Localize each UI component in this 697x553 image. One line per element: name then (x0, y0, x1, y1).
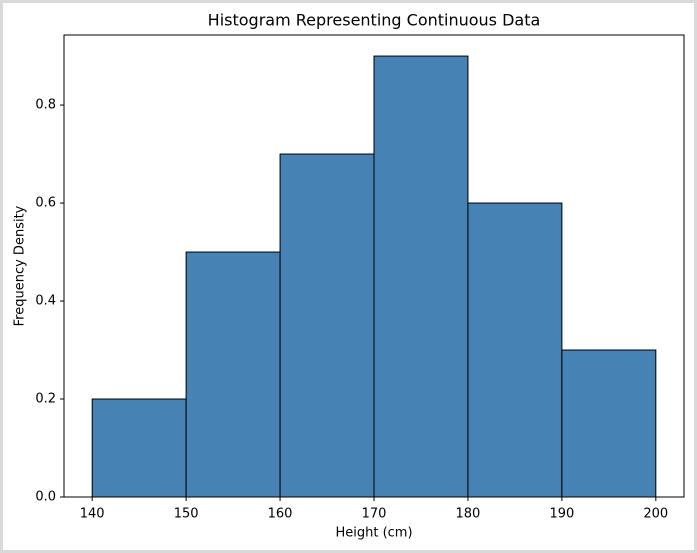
bar (561, 349, 657, 498)
bar (91, 398, 187, 498)
y-tick-label: 0.0 (35, 490, 56, 505)
x-tick-label: 150 (174, 507, 199, 522)
y-axis-label: Frequency Density (13, 205, 28, 326)
y-tick-label: 0.4 (35, 294, 56, 309)
x-tick-label: 160 (268, 507, 293, 522)
bar (373, 55, 469, 498)
x-axis-label: Height (cm) (335, 526, 412, 541)
bar (467, 202, 563, 498)
y-tick-label: 0.2 (35, 392, 56, 407)
bar (279, 153, 375, 498)
y-tick-label: 0.6 (35, 196, 56, 211)
x-tick-label: 200 (643, 507, 668, 522)
chart-title: Histogram Representing Continuous Data (208, 11, 541, 30)
x-tick-label: 180 (456, 507, 481, 522)
x-tick-label: 140 (80, 507, 105, 522)
x-tick-label: 170 (362, 507, 387, 522)
y-tick-label: 0.8 (35, 98, 56, 113)
x-tick-label: 190 (549, 507, 574, 522)
bar (185, 251, 281, 498)
